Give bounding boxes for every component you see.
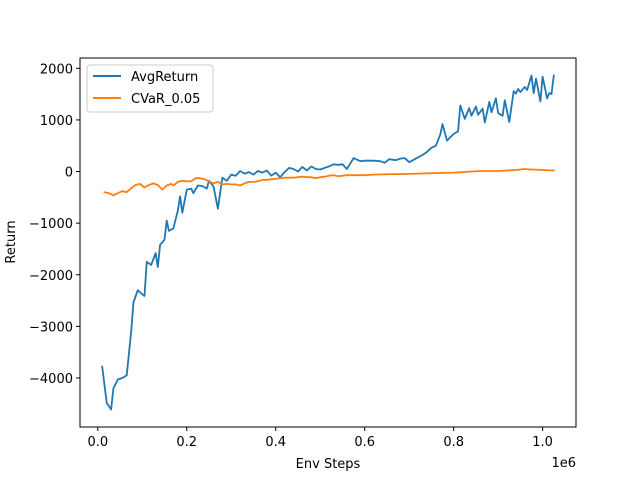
y-tick-label: −4000: [29, 372, 73, 387]
y-axis: −4000 −3000 −2000 −1000 0 1000 2000: [29, 62, 80, 387]
y-tick-label: −3000: [29, 320, 73, 335]
y-tick-label: 1000: [40, 114, 73, 129]
x-tick-label: 0.0: [87, 435, 108, 450]
y-tick-label: 0: [65, 166, 73, 181]
x-tick-label: 0.2: [176, 435, 197, 450]
x-tick-label: 0.4: [265, 435, 286, 450]
legend-label: AvgReturn: [131, 70, 198, 85]
legend: AvgReturn CVaR_0.05: [86, 64, 214, 113]
x-tick-label: 0.8: [443, 435, 464, 450]
x-axis-offset-label: 1e6: [551, 456, 576, 471]
legend-label: CVaR_0.05: [131, 92, 200, 107]
plot-frame: [79, 57, 577, 428]
series-line-avgreturn: [101, 74, 555, 411]
x-axis: 0.0 0.2 0.4 0.6 0.8 1.0: [87, 427, 553, 450]
y-axis-label: Return: [4, 220, 19, 263]
y-tick-label: −2000: [29, 269, 73, 284]
x-tick-label: 1.0: [532, 435, 553, 450]
y-tick-label: 2000: [40, 62, 73, 77]
series-line-cvar-0-05: [103, 168, 555, 197]
y-tick-label: −1000: [29, 217, 73, 232]
x-axis-label: Env Steps: [296, 457, 361, 472]
x-tick-label: 0.6: [354, 435, 375, 450]
series-layer: [101, 74, 555, 411]
